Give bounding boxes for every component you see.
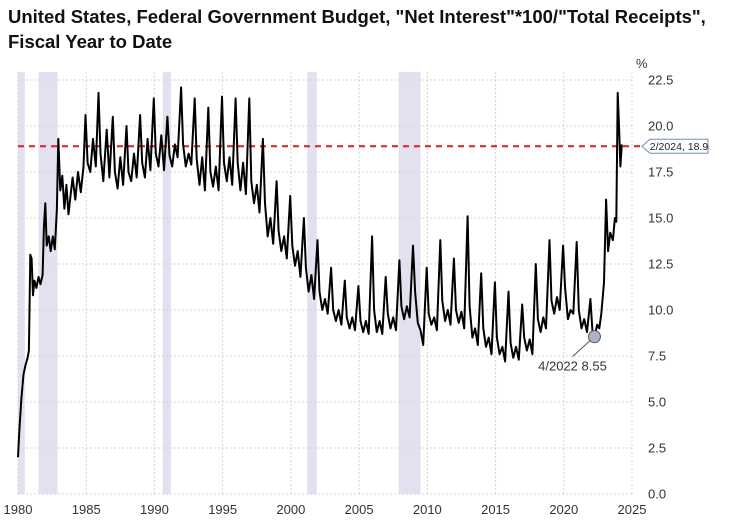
x-axis-ticks: 1980 1985 1990 1995 2000 2005 2010 2015 2020 2025 <box>4 502 647 517</box>
series-line <box>17 86 623 458</box>
x-tick-label: 2010 <box>413 502 442 517</box>
x-tick-label: 1990 <box>140 502 169 517</box>
x-tick-label: 2000 <box>276 502 305 517</box>
grid-lines <box>17 72 633 495</box>
low-point-label: 4/2022 8.55 <box>538 359 607 374</box>
current-value-box <box>641 138 709 154</box>
x-tick-label: 2020 <box>549 502 578 517</box>
y-tick-label: 10.0 <box>648 303 673 318</box>
current-value-label: 2/2024, 18.9 <box>650 141 709 153</box>
recession-bands <box>18 72 421 494</box>
y-tick-label: 20.0 <box>648 119 673 134</box>
y-tick-label: 7.5 <box>648 349 666 364</box>
y-tick-label: 0.0 <box>648 487 666 502</box>
y-tick-label: 5.0 <box>648 395 666 410</box>
x-tick-label: 2005 <box>345 502 374 517</box>
recession-band <box>398 72 421 494</box>
annotations: 4/2022 8.55 2/2024, 18.9 <box>538 138 709 374</box>
y-tick-label: 22.5 <box>648 73 673 88</box>
x-tick-label: 2015 <box>481 502 510 517</box>
recession-band <box>38 72 58 494</box>
y-tick-label: 17.5 <box>648 165 673 180</box>
x-tick-label: 1985 <box>72 502 101 517</box>
y-tick-label: 2.5 <box>648 441 666 456</box>
y-tick-label: 15.0 <box>648 211 673 226</box>
recession-band <box>162 72 171 494</box>
y-axis-ticks: 0.0 2.5 5.0 7.5 10.0 12.5 15.0 17.5 20.0 22.5 <box>648 73 673 502</box>
x-tick-label: 1980 <box>4 502 33 517</box>
y-axis-unit-label: % <box>636 56 648 71</box>
x-tick-label: 1995 <box>208 502 237 517</box>
low-point-marker <box>587 330 601 344</box>
x-tick-label: 2025 <box>618 502 647 517</box>
chart-title: United States, Federal Government Budget… <box>8 6 706 52</box>
recession-band <box>18 72 25 494</box>
y-tick-label: 12.5 <box>648 257 673 272</box>
